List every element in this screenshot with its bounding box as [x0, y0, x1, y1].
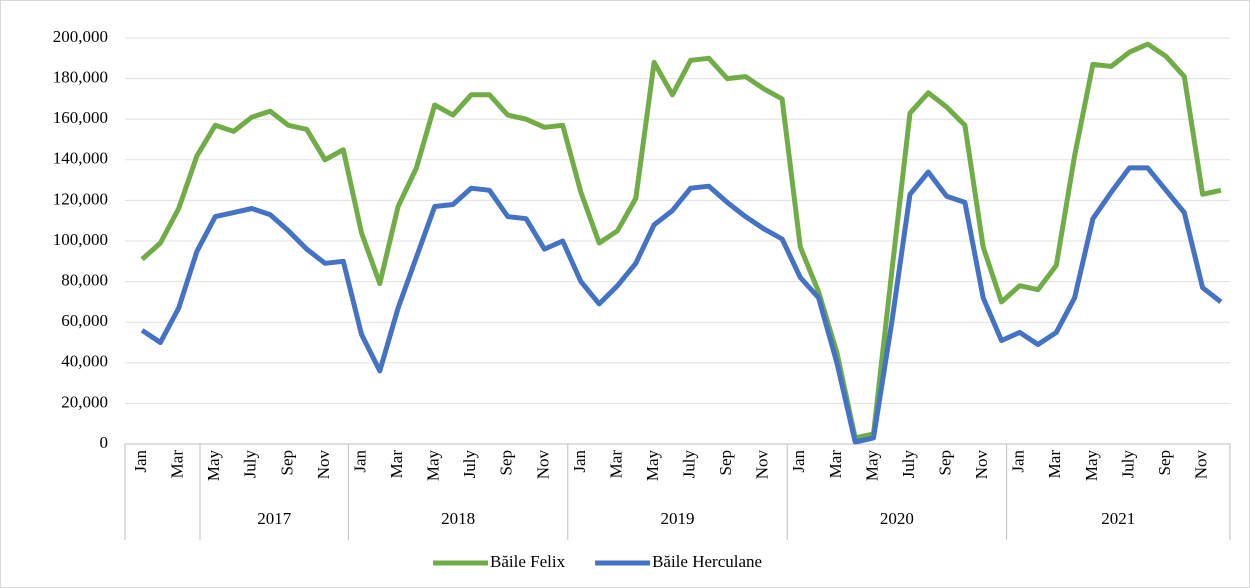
y-tick-label: 40,000 [61, 352, 108, 371]
x-tick-label: May [643, 450, 662, 482]
line-series [140, 41, 1222, 441]
x-group-label: 2020 [880, 509, 914, 528]
x-tick-label: Mar [606, 450, 625, 479]
legend-label: Băile Felix [490, 552, 566, 571]
x-tick-label: Sep [497, 450, 516, 476]
x-tick-label: Nov [1191, 450, 1210, 480]
y-tick-label: 140,000 [53, 149, 108, 168]
x-tick-label: Jan [350, 450, 369, 473]
x-group-label: 2017 [257, 509, 292, 528]
x-tick-label: Nov [753, 450, 772, 480]
y-tick-label: 20,000 [61, 392, 108, 411]
x-tick-label: Sep [1155, 450, 1174, 476]
y-tick-label: 0 [100, 433, 109, 452]
x-tick-label: Jan [131, 450, 150, 473]
y-tick-label: 100,000 [53, 230, 108, 249]
x-tick-label: Nov [972, 450, 991, 480]
x-tick-label: May [204, 450, 223, 482]
y-tick-label: 180,000 [53, 68, 108, 87]
line-series [140, 165, 1223, 445]
x-tick-label: May [862, 450, 881, 482]
y-tick-label: 80,000 [61, 271, 108, 290]
x-group-label: 2019 [661, 509, 695, 528]
x-tick-label: July [1118, 450, 1137, 479]
x-tick-label: Sep [277, 450, 296, 476]
x-tick-label: May [1082, 450, 1101, 482]
y-tick-label: 60,000 [61, 311, 108, 330]
x-tick-label: Jan [789, 450, 808, 473]
x-tick-label: July [899, 450, 918, 479]
x-tick-label: July [241, 450, 260, 479]
x-tick-label: Sep [716, 450, 735, 476]
legend-label: Băile Herculane [652, 552, 762, 571]
x-tick-label: July [680, 450, 699, 479]
x-tick-label: May [424, 450, 443, 482]
x-group-label: 2021 [1101, 509, 1135, 528]
y-tick-label: 200,000 [53, 27, 108, 46]
x-tick-label: Mar [1045, 450, 1064, 479]
x-tick-label: July [460, 450, 479, 479]
x-tick-label: Nov [314, 450, 333, 480]
x-tick-label: Jan [1009, 450, 1028, 473]
x-tick-label: Nov [533, 450, 552, 480]
x-group-label: 2018 [441, 509, 475, 528]
x-tick-label: Mar [387, 450, 406, 479]
x-tick-label: Jan [570, 450, 589, 473]
x-tick-label: Mar [168, 450, 187, 479]
x-tick-label: Mar [826, 450, 845, 479]
x-tick-label: Sep [936, 450, 955, 476]
y-tick-label: 160,000 [53, 108, 108, 127]
y-tick-label: 120,000 [53, 189, 108, 208]
